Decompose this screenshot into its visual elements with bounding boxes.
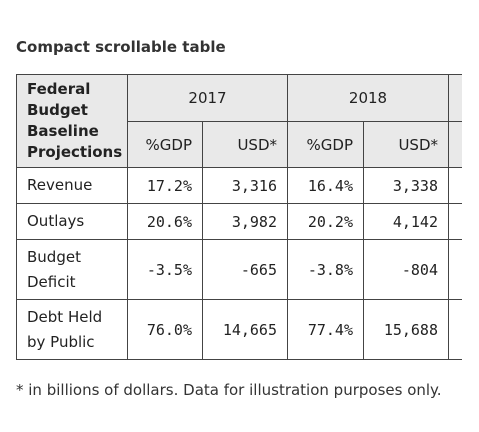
corner-header: Federal Budget Baseline Projections: [16, 74, 128, 168]
clipped-header: [448, 74, 462, 122]
cell: -804: [363, 239, 449, 300]
row-label: Debt Held by Public: [16, 299, 128, 360]
table-row: Outlays 20.6% 3,982 20.2% 4,142: [16, 203, 462, 240]
header-row: Federal Budget Baseline Projections 2017 2…: [16, 74, 462, 168]
column-header: %GDP: [127, 121, 203, 168]
table-row: Budget Deficit -3.5% -665 -3.8% -804: [16, 239, 462, 300]
cell: 15,688: [363, 299, 449, 360]
cell: -665: [202, 239, 288, 300]
cell: 76.0%: [127, 299, 203, 360]
cell: 20.6%: [127, 203, 203, 240]
year-header: 2018: [287, 74, 449, 122]
cell: 3,316: [202, 167, 288, 204]
cell: -3.8%: [287, 239, 364, 300]
row-label: Revenue: [16, 167, 128, 204]
cell: 3,982: [202, 203, 288, 240]
cell: 17.2%: [127, 167, 203, 204]
clipped-cell: [448, 167, 462, 204]
row-label: Budget Deficit: [16, 239, 128, 300]
cell: 4,142: [363, 203, 449, 240]
cell: -3.5%: [127, 239, 203, 300]
cell: 16.4%: [287, 167, 364, 204]
table-row: Revenue 17.2% 3,316 16.4% 3,338: [16, 167, 462, 204]
cell: 20.2%: [287, 203, 364, 240]
row-label: Outlays: [16, 203, 128, 240]
footnote: * in billions of dollars. Data for illus…: [16, 381, 442, 399]
clipped-cell: [448, 299, 462, 360]
cell: 77.4%: [287, 299, 364, 360]
table-row: Debt Held by Public 76.0% 14,665 77.4% 15,68…: [16, 299, 462, 360]
cell: 14,665: [202, 299, 288, 360]
clipped-header: [448, 121, 462, 168]
cell: 3,338: [363, 167, 449, 204]
year-header: 2017: [127, 74, 288, 122]
column-header: USD*: [202, 121, 288, 168]
scroll-container: Federal Budget Baseline Projections 2017 2…: [16, 74, 462, 360]
column-header: %GDP: [287, 121, 364, 168]
clipped-cell: [448, 203, 462, 240]
table: Federal Budget Baseline Projections 2017 2…: [16, 74, 462, 360]
table-title: Compact scrollable table: [16, 38, 226, 56]
subheader-row: %GDP USD* %GDP USD*: [17, 121, 462, 168]
clipped-cell: [448, 239, 462, 300]
column-header: USD*: [363, 121, 449, 168]
